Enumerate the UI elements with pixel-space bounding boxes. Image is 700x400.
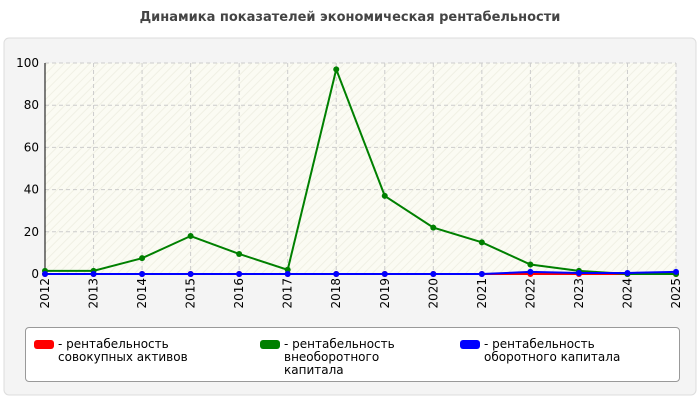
data-point xyxy=(284,266,291,273)
data-point xyxy=(478,271,485,277)
legend-item: - рентабельность внеоборотного капитала xyxy=(260,338,430,377)
data-point xyxy=(42,271,48,277)
chart-title: Динамика показателей экономическая рента… xyxy=(140,10,561,25)
series-line xyxy=(45,65,676,275)
data-point xyxy=(430,271,437,277)
data-point xyxy=(236,250,243,257)
y-tick-label: 20 xyxy=(24,225,39,239)
data-point xyxy=(673,268,679,275)
legend-label: - рентабельность внеоборотного капитала xyxy=(284,337,395,377)
legend-swatch xyxy=(260,340,280,349)
data-point xyxy=(575,269,582,276)
x-tick-label: 2014 xyxy=(135,278,149,309)
x-tick-label: 2024 xyxy=(620,278,634,309)
data-point xyxy=(236,271,243,277)
data-point xyxy=(527,261,534,268)
legend-swatch xyxy=(34,340,54,349)
data-point xyxy=(430,224,437,231)
x-tick-label: 2023 xyxy=(572,278,586,309)
x-tick-label: 2015 xyxy=(184,278,198,309)
plot-area xyxy=(45,63,676,274)
x-tick-label: 2012 xyxy=(38,278,52,309)
legend-item: - рентабельность оборотного капитала xyxy=(460,338,670,364)
x-tick-label: 2013 xyxy=(87,278,101,309)
data-point xyxy=(527,268,534,275)
data-point xyxy=(478,239,485,246)
legend-label: - рентабельность оборотного капитала xyxy=(484,337,621,364)
data-point xyxy=(381,192,388,199)
y-tick-label: 60 xyxy=(24,140,39,154)
x-tick-label: 2020 xyxy=(426,278,440,309)
data-point xyxy=(284,271,291,277)
data-point xyxy=(624,269,631,276)
data-point xyxy=(333,271,340,277)
data-point xyxy=(187,233,194,240)
y-tick-label: 100 xyxy=(16,56,39,70)
data-point xyxy=(139,271,146,277)
y-tick-label: 80 xyxy=(24,98,39,112)
y-tick-label: 0 xyxy=(31,267,39,281)
x-tick-label: 2025 xyxy=(669,278,683,309)
x-tick-label: 2017 xyxy=(281,278,295,309)
data-point xyxy=(381,271,388,277)
x-tick-label: 2022 xyxy=(523,278,537,309)
x-tick-label: 2018 xyxy=(329,278,343,309)
x-tick-label: 2021 xyxy=(475,278,489,309)
series-line xyxy=(45,270,677,275)
x-tick-label: 2019 xyxy=(378,278,392,309)
data-point xyxy=(187,271,194,277)
legend-item: - рентабельность совокупных активов xyxy=(34,338,244,364)
data-point xyxy=(90,271,97,277)
x-tick-label: 2016 xyxy=(232,278,246,309)
y-tick-label: 40 xyxy=(24,183,39,197)
legend: - рентабельность совокупных активов - рен… xyxy=(25,327,680,382)
legend-swatch xyxy=(460,340,480,349)
data-point xyxy=(333,66,340,73)
data-point xyxy=(139,255,146,262)
legend-label: - рентабельность совокупных активов xyxy=(58,337,188,364)
